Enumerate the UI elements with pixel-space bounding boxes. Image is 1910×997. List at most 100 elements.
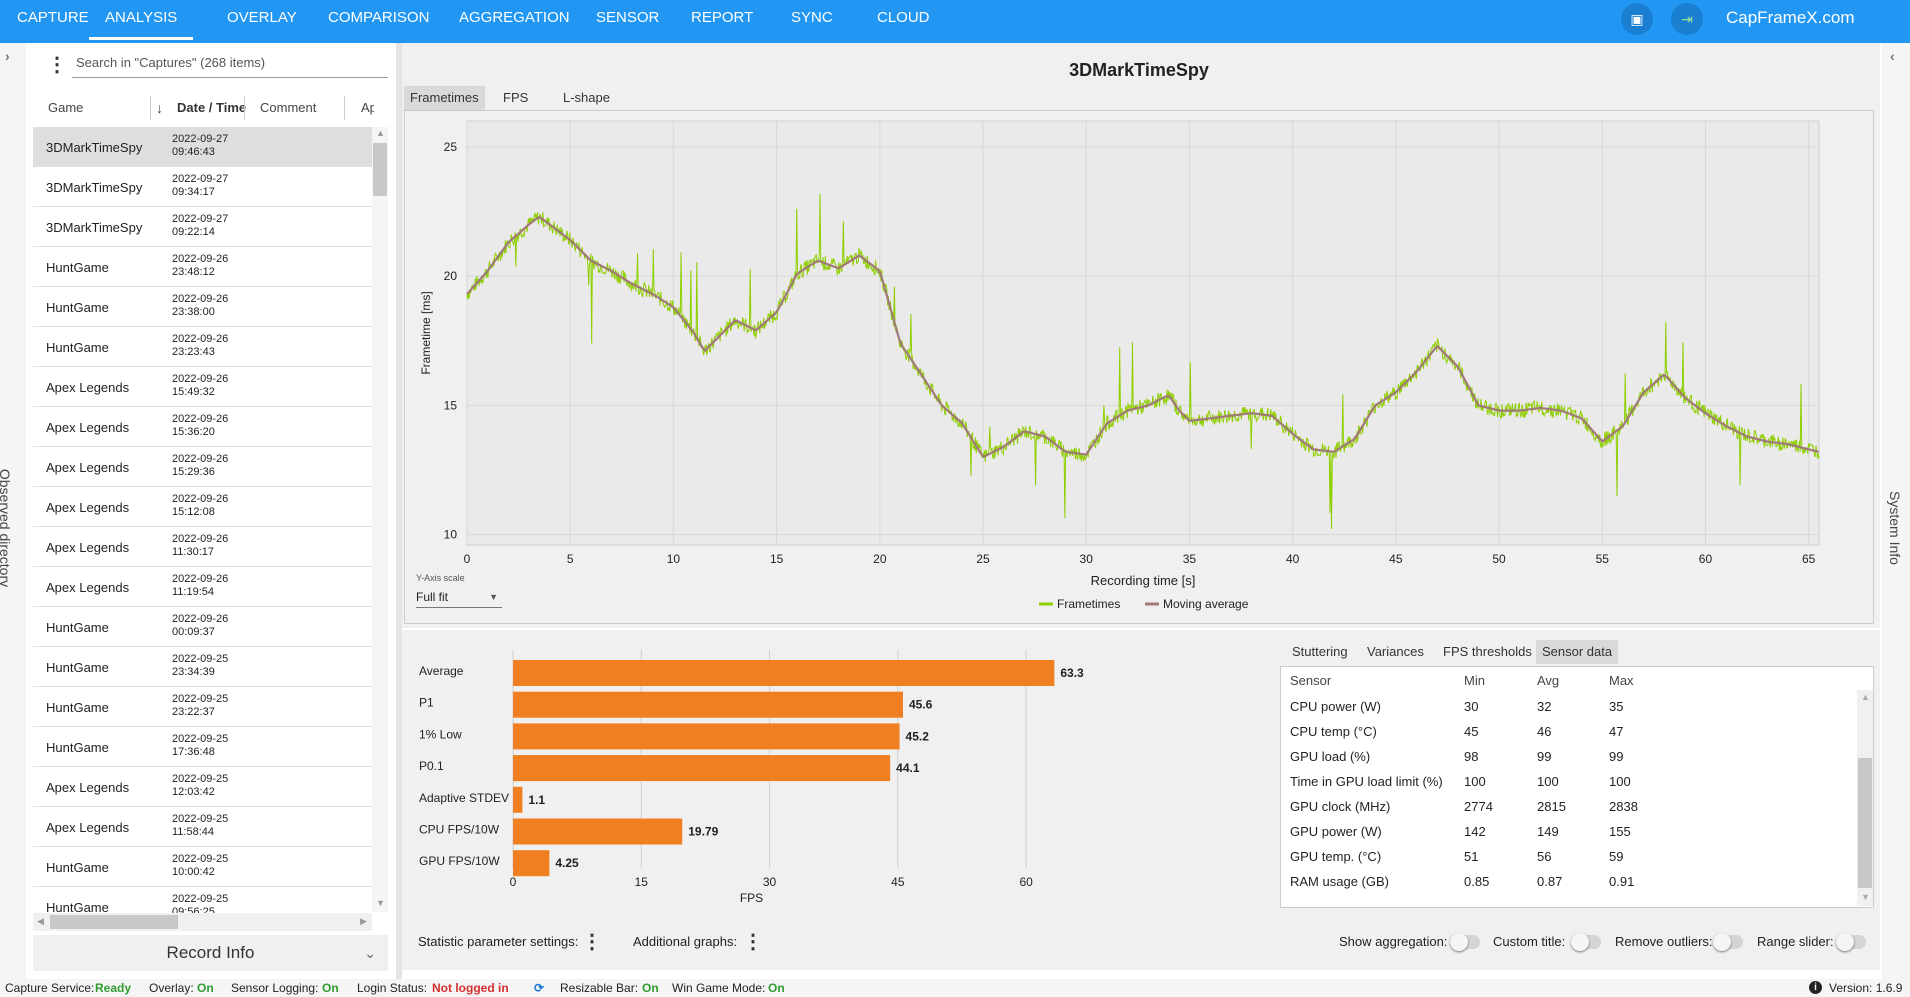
bar-category-label: Average bbox=[419, 664, 464, 678]
capture-time: 23:23:43 bbox=[172, 346, 215, 358]
observed-directory-collapsed-panel[interactable] bbox=[0, 43, 26, 979]
tab-stuttering[interactable]: Stuttering bbox=[1292, 644, 1348, 659]
record-info-expander[interactable]: Record Info ⌄ bbox=[33, 935, 388, 971]
column-header-date-time[interactable]: Date / Time bbox=[177, 100, 247, 115]
sensor-name: GPU power (W) bbox=[1290, 824, 1382, 839]
capture-row[interactable]: HuntGame 2022-09-26 23:23:43 bbox=[33, 327, 372, 367]
capture-time: 12:03:42 bbox=[172, 786, 215, 798]
capture-datetime: 2022-09-27 09:46:43 bbox=[172, 133, 228, 159]
captures-hscroll-thumb[interactable] bbox=[50, 915, 178, 929]
scroll-right-icon[interactable]: ▶ bbox=[360, 916, 367, 926]
capture-row[interactable]: Apex Legends 2022-09-25 12:03:42 bbox=[33, 767, 372, 807]
y-axis-scale-select[interactable]: Full fit ▼ bbox=[416, 586, 502, 608]
column-header-avg[interactable]: Avg bbox=[1537, 673, 1560, 688]
panel-splitter[interactable] bbox=[396, 43, 402, 979]
scroll-down-icon[interactable]: ▼ bbox=[376, 898, 385, 908]
observed-directory-label[interactable]: Observed directory bbox=[0, 468, 14, 588]
capture-row[interactable]: Apex Legends 2022-09-26 15:36:20 bbox=[33, 407, 372, 447]
capture-row[interactable]: HuntGame 2022-09-25 09:56:25 bbox=[33, 887, 372, 915]
column-header-comment[interactable]: Comment bbox=[260, 100, 317, 115]
captures-scroll-thumb[interactable] bbox=[373, 143, 387, 196]
tab-sensor-data[interactable]: Sensor data bbox=[1536, 640, 1619, 664]
screenshot-button[interactable]: ▣ bbox=[1621, 3, 1653, 35]
additional-graphs-menu-icon[interactable]: ⋮ bbox=[743, 931, 763, 953]
capture-row[interactable]: 3DMarkTimeSpy 2022-09-27 09:34:17 bbox=[33, 167, 372, 207]
capture-time: 15:29:36 bbox=[172, 466, 215, 478]
capture-datetime: 2022-09-27 09:34:17 bbox=[172, 173, 228, 199]
capture-row[interactable]: Apex Legends 2022-09-26 11:19:54 bbox=[33, 567, 372, 607]
capture-row[interactable]: HuntGame 2022-09-26 23:38:00 bbox=[33, 287, 372, 327]
bar-value-label: 63.3 bbox=[1060, 666, 1084, 680]
scroll-left-icon[interactable]: ◀ bbox=[37, 916, 44, 926]
captures-vertical-scrollbar[interactable] bbox=[372, 127, 388, 912]
captures-search-input[interactable]: Search in "Captures" (268 items) bbox=[72, 50, 388, 78]
tab-sensor[interactable]: SENSOR bbox=[596, 9, 660, 26]
tab-capture[interactable]: CAPTURE bbox=[17, 9, 89, 26]
system-info-collapsed-panel[interactable] bbox=[1882, 43, 1910, 979]
tab-frametimes[interactable]: Frametimes bbox=[404, 86, 485, 110]
custom-title-toggle[interactable] bbox=[1571, 933, 1601, 951]
tab-aggregation[interactable]: AGGREGATION bbox=[459, 9, 570, 26]
tab-comparison[interactable]: COMPARISON bbox=[328, 9, 430, 26]
tab-sync[interactable]: SYNC bbox=[791, 9, 833, 26]
capture-row[interactable]: HuntGame 2022-09-25 23:22:37 bbox=[33, 687, 372, 727]
tab-fps-thresholds[interactable]: FPS thresholds bbox=[1443, 644, 1532, 659]
more-options-icon[interactable]: ⋮ bbox=[47, 54, 67, 76]
scroll-down-icon[interactable]: ▼ bbox=[1861, 892, 1870, 902]
column-header-sensor[interactable]: Sensor bbox=[1290, 673, 1332, 688]
y-tick-label: 25 bbox=[444, 140, 458, 154]
tab-variances[interactable]: Variances bbox=[1367, 644, 1424, 659]
show-aggregation-toggle[interactable] bbox=[1450, 933, 1480, 951]
column-header-app[interactable]: Ap bbox=[361, 100, 374, 115]
chevron-left-icon[interactable]: ‹ bbox=[1890, 48, 1895, 64]
capture-date: 2022-09-25 bbox=[172, 733, 229, 745]
column-divider bbox=[244, 96, 245, 120]
custom-title-label: Custom title: bbox=[1493, 934, 1566, 949]
range-slider-toggle[interactable] bbox=[1836, 933, 1866, 951]
capture-row[interactable]: Apex Legends 2022-09-25 11:58:44 bbox=[33, 807, 372, 847]
sensor-max: 47 bbox=[1609, 724, 1624, 739]
capture-row[interactable]: HuntGame 2022-09-26 23:48:12 bbox=[33, 247, 372, 287]
capture-row[interactable]: Apex Legends 2022-09-26 15:12:08 bbox=[33, 487, 372, 527]
x-axis-label: FPS bbox=[740, 891, 763, 905]
capture-row[interactable]: 3DMarkTimeSpy 2022-09-27 09:46:43 bbox=[33, 127, 372, 167]
scroll-up-icon[interactable]: ▲ bbox=[1861, 692, 1870, 702]
capture-row[interactable]: HuntGame 2022-09-25 23:34:39 bbox=[33, 647, 372, 687]
tab-report[interactable]: REPORT bbox=[691, 9, 754, 26]
login-button[interactable]: ⇥ bbox=[1671, 3, 1703, 35]
tab-l-shape[interactable]: L-shape bbox=[563, 90, 610, 105]
brand-link[interactable]: CapFrameX.com bbox=[1726, 8, 1855, 27]
info-icon[interactable]: i bbox=[1809, 981, 1822, 994]
statistic-settings-menu-icon[interactable]: ⋮ bbox=[582, 931, 602, 953]
x-tick-label: 55 bbox=[1596, 552, 1610, 566]
capture-date: 2022-09-25 bbox=[172, 653, 229, 665]
tab-fps[interactable]: FPS bbox=[503, 90, 529, 105]
refresh-icon[interactable]: ⟳ bbox=[534, 981, 545, 995]
tab-analysis[interactable]: ANALYSIS bbox=[89, 0, 194, 40]
x-tick-label: 5 bbox=[567, 552, 574, 566]
sensor-avg: 99 bbox=[1537, 749, 1552, 764]
sensor-table-scroll-thumb[interactable] bbox=[1858, 758, 1872, 888]
capture-row[interactable]: HuntGame 2022-09-25 17:36:48 bbox=[33, 727, 372, 767]
chevron-right-icon[interactable]: › bbox=[5, 48, 10, 64]
column-header-max[interactable]: Max bbox=[1609, 673, 1634, 688]
sort-descending-icon[interactable]: ↓ bbox=[156, 100, 163, 116]
capture-row[interactable]: HuntGame 2022-09-26 00:09:37 bbox=[33, 607, 372, 647]
scroll-up-icon[interactable]: ▲ bbox=[376, 128, 385, 138]
column-header-game[interactable]: Game bbox=[48, 100, 84, 115]
capture-row[interactable]: Apex Legends 2022-09-26 11:30:17 bbox=[33, 527, 372, 567]
tab-cloud[interactable]: CLOUD bbox=[877, 9, 930, 26]
capture-row[interactable]: 3DMarkTimeSpy 2022-09-27 09:22:14 bbox=[33, 207, 372, 247]
capture-row[interactable]: HuntGame 2022-09-25 10:00:42 bbox=[33, 847, 372, 887]
frametime-chart[interactable]: 0 5 10 15 20 25 30 35 40 45 50 55 60 65 10 15 20 25 Record… bbox=[405, 111, 1873, 623]
remove-outliers-toggle[interactable] bbox=[1713, 933, 1743, 951]
capture-row[interactable]: Apex Legends 2022-09-26 15:49:32 bbox=[33, 367, 372, 407]
frametime-plot-area[interactable]: 0 5 10 15 20 25 30 35 40 45 50 55 60 65 10 15 20 25 Record… bbox=[404, 110, 1874, 624]
capture-game: HuntGame bbox=[46, 660, 109, 675]
system-info-label[interactable]: System Info bbox=[1886, 491, 1903, 565]
capture-game: Apex Legends bbox=[46, 420, 130, 435]
x-tick-label: 50 bbox=[1492, 552, 1506, 566]
column-header-min[interactable]: Min bbox=[1464, 673, 1485, 688]
capture-row[interactable]: Apex Legends 2022-09-26 15:29:36 bbox=[33, 447, 372, 487]
tab-overlay[interactable]: OVERLAY bbox=[227, 9, 297, 26]
